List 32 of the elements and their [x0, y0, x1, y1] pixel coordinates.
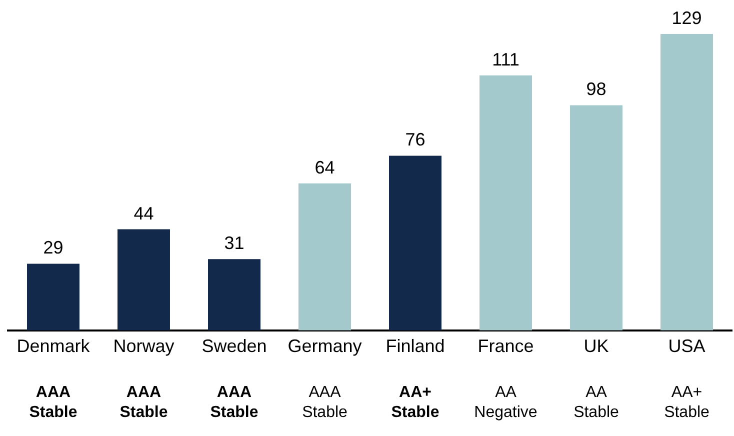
- bar: [118, 229, 170, 330]
- data-label: 111: [492, 49, 520, 70]
- text: AAA Stable: [29, 384, 78, 421]
- x-tick-label: Denmark: [16, 336, 91, 356]
- x-tick-label: USA: [668, 336, 706, 356]
- bar: [389, 156, 442, 330]
- x-tick-label: Germany: [288, 336, 362, 356]
- data-label: 98: [586, 79, 606, 100]
- bar: [27, 264, 80, 330]
- data-label: 64: [314, 157, 335, 178]
- text: AA Negative: [474, 384, 538, 421]
- x-tick-label: Sweden: [202, 336, 267, 356]
- text: AAA Stable: [302, 384, 348, 421]
- x-tick-label: Norway: [113, 336, 174, 356]
- data-label: 44: [134, 203, 154, 224]
- bar: [208, 259, 260, 330]
- x-tick-label: UK: [584, 336, 609, 356]
- text: AA+ Stable: [664, 384, 710, 421]
- x-tick-label: Finland: [386, 336, 445, 356]
- text: AAA Stable: [210, 384, 258, 421]
- data-label: 31: [224, 233, 244, 254]
- bar: [570, 105, 622, 330]
- text: AA Stable: [574, 384, 620, 421]
- data-label: 29: [43, 238, 64, 258]
- text: AA+ Stable: [391, 384, 440, 421]
- text: AAA Stable: [120, 384, 168, 421]
- bar: [480, 75, 532, 330]
- data-label: 76: [405, 130, 426, 150]
- bar: [660, 34, 713, 330]
- data-label: 129: [672, 8, 702, 28]
- x-tick-label: France: [478, 336, 534, 356]
- bar: [298, 183, 351, 330]
